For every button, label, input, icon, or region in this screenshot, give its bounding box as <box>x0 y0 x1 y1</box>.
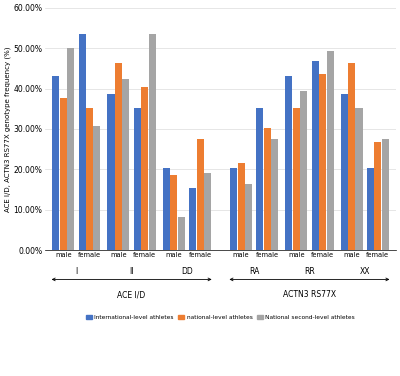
Bar <box>178 217 185 250</box>
Bar <box>78 33 86 250</box>
Bar <box>264 128 271 250</box>
Bar <box>230 168 237 250</box>
Text: RA: RA <box>249 267 259 276</box>
Bar <box>300 91 307 250</box>
Bar <box>356 108 362 250</box>
Bar <box>170 176 177 250</box>
Text: ACE I/D: ACE I/D <box>118 290 146 299</box>
Bar <box>285 76 292 250</box>
Bar <box>86 108 93 250</box>
Bar <box>67 48 74 250</box>
Bar <box>382 139 389 250</box>
Bar <box>163 168 170 250</box>
Bar <box>326 52 334 250</box>
Text: I: I <box>75 267 78 276</box>
Bar <box>122 79 130 250</box>
Bar <box>367 168 374 250</box>
Bar <box>141 87 148 250</box>
Bar <box>271 139 278 250</box>
Bar <box>149 33 156 250</box>
Bar <box>374 141 381 250</box>
Bar <box>256 108 263 250</box>
Bar <box>312 61 319 250</box>
Y-axis label: ACE I/D, ACTN3 RS77X genotype frequency (%): ACE I/D, ACTN3 RS77X genotype frequency … <box>4 46 11 212</box>
Text: DD: DD <box>181 267 193 276</box>
Bar <box>134 108 141 250</box>
Legend: International-level athletes, national-level athletes, National second-level ath: International-level athletes, national-l… <box>86 315 355 320</box>
Bar <box>108 94 114 250</box>
Bar <box>319 74 326 250</box>
Bar <box>189 188 196 250</box>
Text: RR: RR <box>304 267 315 276</box>
Text: XX: XX <box>360 267 370 276</box>
Text: II: II <box>129 267 134 276</box>
Bar <box>348 63 355 250</box>
Bar <box>52 76 59 250</box>
Bar <box>60 98 67 250</box>
Bar <box>115 63 122 250</box>
Bar <box>245 184 252 250</box>
Bar <box>196 139 204 250</box>
Bar <box>340 94 348 250</box>
Bar <box>293 108 300 250</box>
Bar <box>94 126 100 250</box>
Text: ACTN3 RS77X: ACTN3 RS77X <box>283 290 336 299</box>
Bar <box>238 163 244 250</box>
Bar <box>204 173 211 250</box>
